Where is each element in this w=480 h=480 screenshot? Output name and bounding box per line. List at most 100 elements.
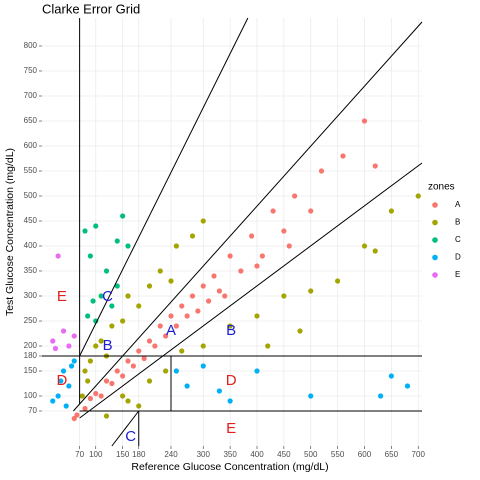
point: [281, 228, 287, 234]
legend-key: [432, 219, 438, 226]
point: [82, 368, 88, 374]
zone-boundary: [111, 410, 140, 447]
point: [415, 193, 421, 199]
zone-label: D: [226, 372, 237, 389]
point: [141, 355, 147, 362]
zone-label: C: [125, 428, 136, 445]
point: [281, 293, 287, 299]
point: [200, 363, 206, 369]
x-tick-label: 550: [331, 450, 345, 459]
y-axis-label: Test Glucose Concentration (mg/dL): [4, 148, 16, 316]
point: [179, 348, 185, 354]
legend-key: [432, 272, 438, 278]
point: [79, 393, 85, 399]
point: [254, 368, 260, 374]
y-tick-label: 800: [24, 41, 38, 50]
point: [318, 168, 325, 174]
point: [55, 253, 61, 259]
chart-title: Clarke Error Grid: [42, 1, 140, 16]
point: [157, 268, 163, 274]
y-tick-label: 350: [24, 266, 38, 275]
point: [114, 238, 120, 244]
point: [90, 298, 96, 304]
point: [130, 363, 136, 369]
point: [372, 163, 378, 169]
point: [189, 233, 196, 239]
point: [195, 308, 201, 314]
point: [173, 368, 179, 374]
point: [85, 378, 91, 384]
zone-label: E: [57, 288, 67, 305]
point: [163, 333, 169, 339]
y-tick-label: 500: [24, 191, 38, 200]
point: [82, 405, 88, 412]
legend-label: D: [455, 253, 461, 262]
point: [168, 278, 174, 284]
y-tick-label: 100: [24, 391, 38, 400]
point: [98, 338, 104, 344]
point: [63, 403, 69, 409]
y-tick-label: 700: [24, 91, 38, 100]
point: [173, 243, 179, 249]
point: [152, 343, 158, 349]
point: [216, 388, 222, 394]
point: [168, 313, 174, 319]
point: [292, 193, 298, 199]
point: [200, 218, 206, 224]
point: [82, 228, 88, 234]
point: [71, 333, 77, 339]
legend-key: [432, 237, 438, 243]
point: [71, 358, 77, 364]
zone-label: D: [56, 372, 67, 389]
point: [103, 413, 110, 419]
point: [335, 278, 341, 284]
point: [114, 368, 120, 374]
point: [136, 403, 142, 409]
point: [216, 288, 222, 294]
point: [227, 253, 233, 259]
point: [98, 393, 104, 399]
point: [120, 213, 126, 219]
point: [200, 283, 206, 289]
point: [270, 208, 276, 214]
point: [340, 153, 346, 159]
point: [98, 293, 104, 299]
zone-boundary: [79, 162, 423, 419]
point: [227, 398, 233, 404]
legend-label: C: [455, 235, 461, 244]
point: [120, 318, 126, 324]
y-tick-label: 180: [24, 351, 38, 360]
point: [71, 415, 77, 422]
point: [308, 393, 314, 399]
point: [103, 268, 110, 274]
point: [55, 393, 61, 399]
point: [378, 393, 384, 399]
legend-key: [432, 202, 438, 208]
point: [120, 373, 126, 379]
zone-label: A: [166, 322, 176, 339]
point: [93, 343, 99, 349]
point: [259, 253, 265, 259]
x-tick-label: 240: [164, 450, 178, 459]
point: [109, 380, 115, 387]
x-tick-label: 500: [304, 450, 318, 459]
point: [254, 263, 260, 269]
x-tick-label: 180: [132, 450, 146, 459]
point: [361, 118, 368, 124]
y-tick-label: 600: [24, 141, 38, 150]
point: [184, 313, 190, 319]
point: [50, 338, 56, 344]
y-tick-label: 150: [24, 366, 38, 375]
x-tick-label: 100: [89, 450, 103, 459]
legend-label: E: [455, 270, 460, 279]
point: [87, 253, 93, 259]
point: [200, 343, 206, 349]
point: [361, 243, 368, 249]
y-tick-label: 250: [24, 316, 38, 325]
point: [206, 298, 212, 304]
point: [308, 288, 314, 294]
x-tick-label: 400: [250, 450, 264, 459]
point: [265, 343, 271, 349]
point: [146, 283, 153, 289]
